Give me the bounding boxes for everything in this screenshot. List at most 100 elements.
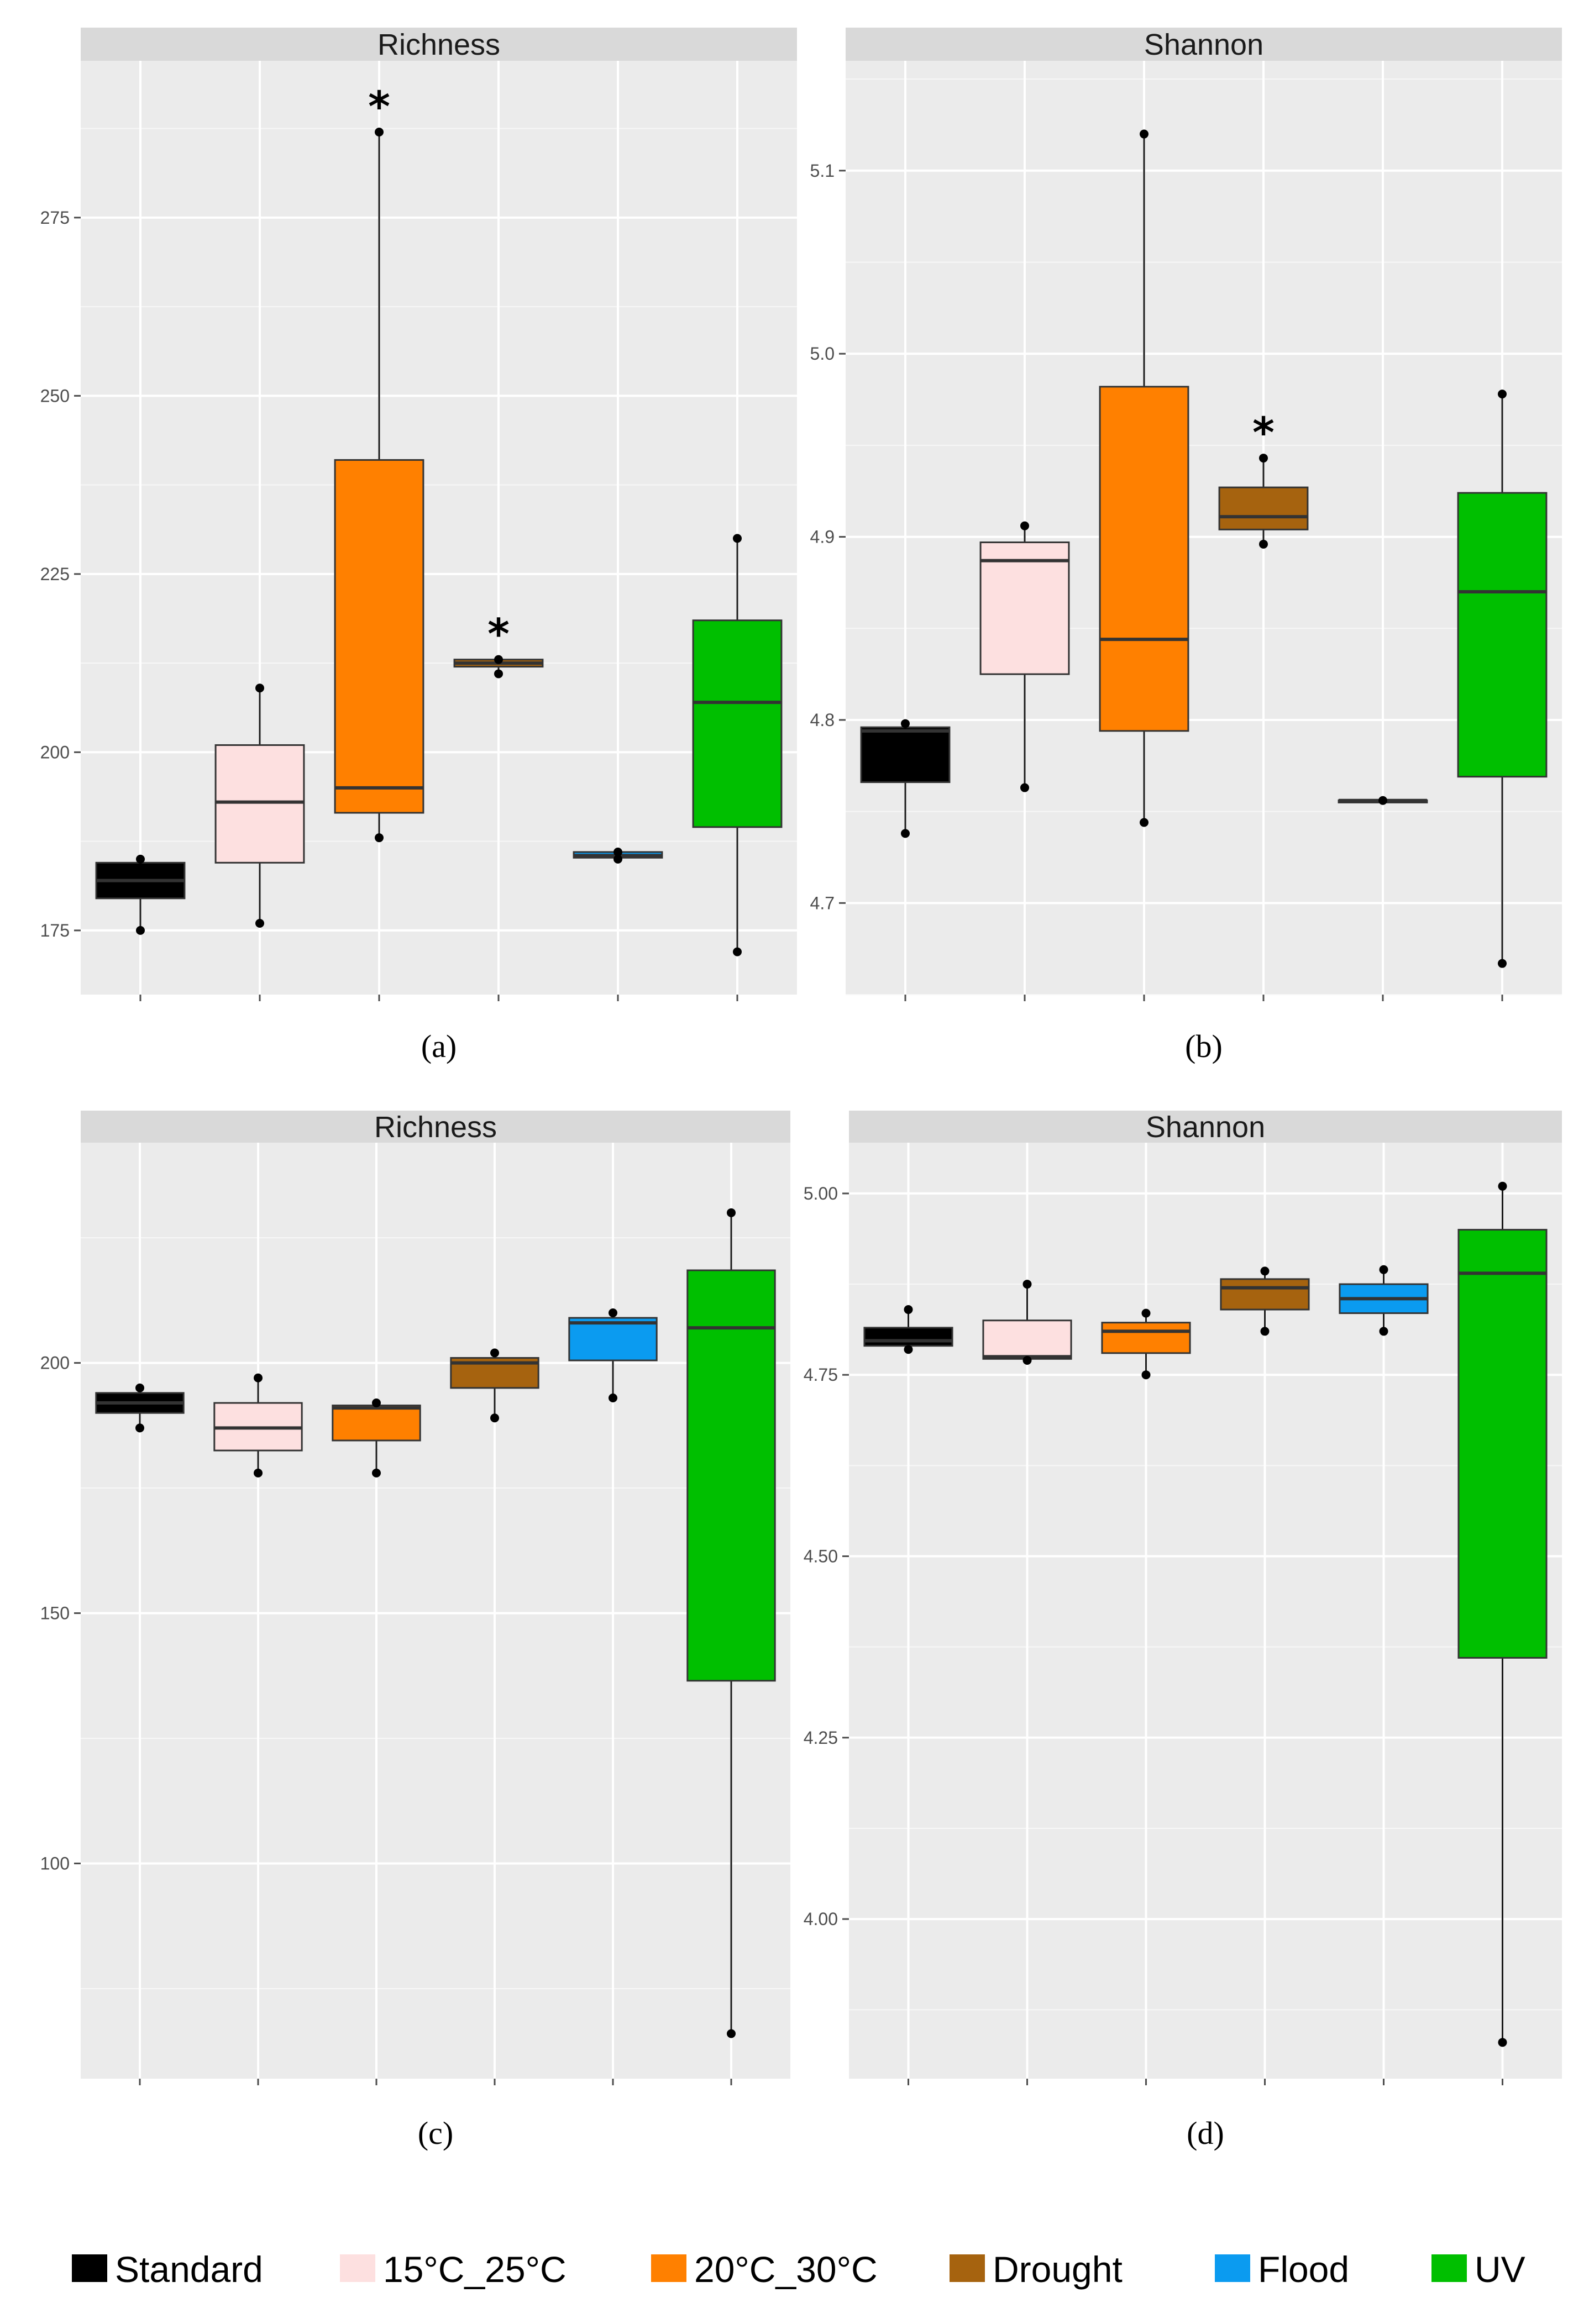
significance-star: * — [368, 82, 390, 131]
y-tick-label: 4.7 — [810, 893, 835, 913]
data-point — [1140, 129, 1149, 139]
data-point — [1141, 1370, 1151, 1380]
facet-title: Richness — [377, 28, 500, 61]
box-Standard — [95, 854, 186, 935]
legend-label: Flood — [1258, 2249, 1349, 2290]
box-iqr — [1101, 1322, 1191, 1354]
box-iqr — [979, 541, 1070, 675]
data-point — [609, 1394, 617, 1402]
facet-title: Shannon — [1144, 28, 1263, 61]
box-iqr — [860, 726, 951, 784]
box-iqr — [692, 619, 783, 828]
legend-swatch — [1431, 2254, 1467, 2282]
data-point — [1260, 1327, 1270, 1336]
data-point — [613, 847, 622, 856]
box-UV — [686, 1208, 776, 2038]
box-UV — [692, 534, 783, 956]
data-point — [255, 683, 264, 693]
legend-label: 15°C_25°C — [383, 2249, 567, 2290]
data-point — [372, 1398, 381, 1408]
data-point — [733, 947, 742, 956]
facet-strip — [846, 28, 1562, 61]
y-tick-label: 4.00 — [804, 1909, 838, 1929]
panel-caption: (c) — [418, 2115, 453, 2151]
box-iqr — [863, 1327, 953, 1347]
box-iqr — [1099, 386, 1189, 732]
y-tick-label: 225 — [40, 564, 70, 584]
data-point — [1259, 454, 1268, 463]
box-Drought: * — [1218, 408, 1309, 549]
legend-item: UV — [1431, 2249, 1525, 2290]
box-iqr — [214, 744, 305, 864]
y-tick-label: 250 — [40, 386, 70, 406]
panel-caption: (b) — [1185, 1028, 1223, 1064]
box-Drought — [450, 1348, 539, 1423]
box-iqr — [568, 1317, 658, 1361]
data-point — [494, 669, 503, 679]
facet-title: Shannon — [1146, 1111, 1265, 1144]
box-iqr — [686, 1269, 776, 1682]
box-iqr — [1220, 1278, 1310, 1311]
facet-strip — [81, 1111, 790, 1143]
data-point — [375, 833, 384, 843]
data-point — [1260, 1266, 1270, 1276]
data-point — [1020, 521, 1029, 530]
data-point — [1022, 1280, 1032, 1289]
box-Flood — [1339, 1265, 1429, 1336]
y-tick-label: 4.50 — [804, 1547, 838, 1566]
box-Flood — [1338, 796, 1428, 805]
data-point — [254, 1373, 263, 1382]
data-point — [1498, 1181, 1507, 1191]
data-point — [901, 829, 910, 838]
y-tick-label: 5.1 — [810, 161, 835, 181]
legend-item: Drought — [950, 2249, 1123, 2290]
box-15°C_25°C — [214, 683, 305, 928]
panel-background — [81, 1143, 790, 2079]
data-point — [136, 854, 145, 864]
box-Drought: * — [453, 609, 544, 679]
box-Standard — [860, 719, 951, 838]
panel-background — [846, 61, 1562, 995]
facet-strip — [849, 1111, 1562, 1143]
data-point — [904, 1345, 913, 1354]
data-point — [727, 1208, 736, 1217]
box-20°C_30°C — [1101, 1308, 1191, 1380]
box-Flood — [573, 847, 663, 864]
data-point — [494, 655, 503, 664]
data-point — [733, 534, 742, 543]
box-Flood — [568, 1308, 658, 1402]
data-point — [1379, 1265, 1388, 1274]
y-tick-label: 100 — [40, 1853, 70, 1873]
y-tick-label: 5.0 — [810, 344, 835, 364]
legend-label: Standard — [115, 2249, 263, 2290]
data-point — [613, 854, 622, 864]
data-point — [1498, 390, 1507, 399]
box-20°C_30°C — [1099, 129, 1189, 827]
box-15°C_25°C — [213, 1373, 303, 1478]
box-15°C_25°C — [982, 1280, 1072, 1365]
data-point — [135, 1383, 144, 1392]
box-15°C_25°C — [979, 521, 1070, 792]
legend-item: Standard — [72, 2249, 263, 2290]
data-point — [1498, 2038, 1507, 2047]
panel-caption: (a) — [421, 1028, 457, 1064]
box-20°C_30°C — [332, 1398, 421, 1478]
legend-item: 15°C_25°C — [340, 2249, 567, 2290]
data-point — [727, 2029, 736, 2038]
box-iqr — [332, 1405, 421, 1442]
legend-swatch — [950, 2254, 985, 2282]
data-point — [1020, 783, 1029, 792]
box-UV — [1457, 1181, 1548, 2047]
data-point — [255, 918, 264, 928]
box-iqr — [1218, 486, 1309, 530]
panel-a: 175 200 225 250 275 Richness * * (a) — [40, 28, 797, 1064]
data-point — [609, 1308, 617, 1317]
legend-item: Flood — [1215, 2249, 1349, 2290]
panel-caption: (d) — [1187, 2115, 1224, 2151]
box-iqr — [1457, 1229, 1548, 1659]
data-point — [1379, 1327, 1388, 1336]
data-point — [254, 1468, 263, 1478]
legend-swatch — [651, 2254, 686, 2282]
y-tick-label: 4.25 — [804, 1728, 838, 1748]
